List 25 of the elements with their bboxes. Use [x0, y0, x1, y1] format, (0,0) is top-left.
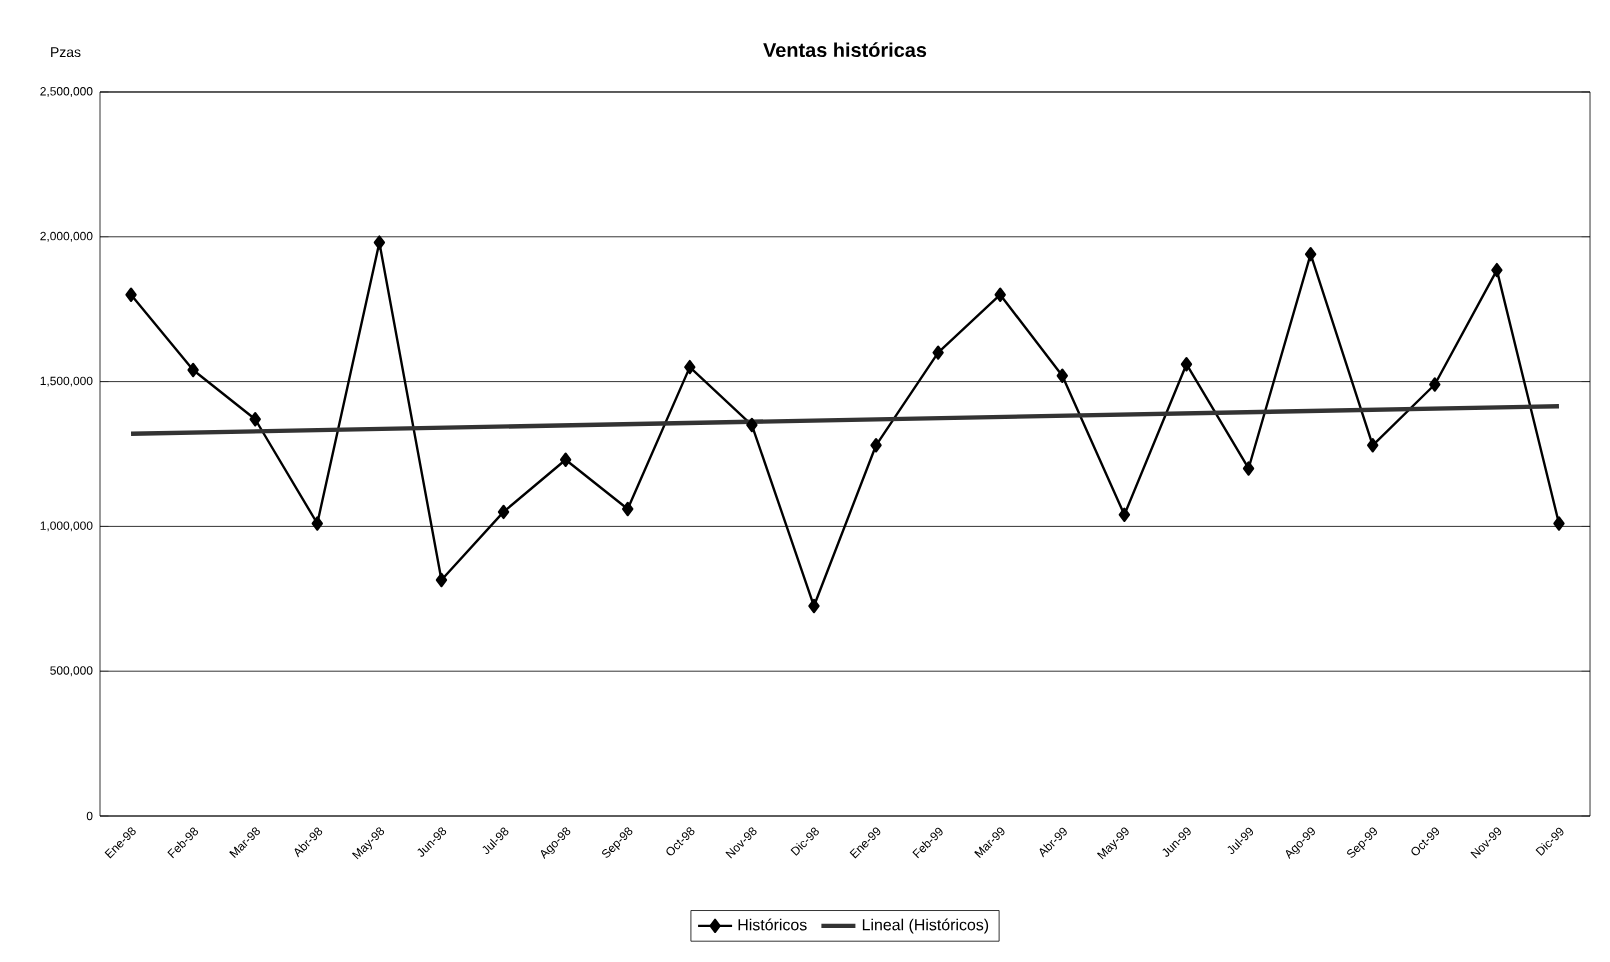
point — [932, 345, 944, 360]
point — [1304, 246, 1317, 262]
point — [1491, 262, 1503, 278]
point — [1429, 377, 1441, 392]
point — [435, 572, 448, 588]
point — [1056, 368, 1068, 383]
chart-title: Ventas históricas — [763, 42, 927, 58]
point — [249, 412, 261, 427]
point — [125, 287, 137, 302]
point — [373, 235, 386, 250]
point — [559, 452, 572, 467]
point — [622, 501, 634, 517]
point — [497, 504, 510, 520]
point — [187, 362, 199, 378]
point — [1367, 438, 1379, 453]
point — [1553, 516, 1565, 531]
point — [1118, 507, 1131, 522]
point — [746, 417, 758, 433]
point — [1180, 357, 1193, 372]
point — [1242, 461, 1255, 476]
point — [311, 516, 323, 531]
point — [808, 598, 820, 614]
point — [870, 438, 882, 453]
point — [994, 287, 1006, 302]
point — [684, 359, 696, 375]
